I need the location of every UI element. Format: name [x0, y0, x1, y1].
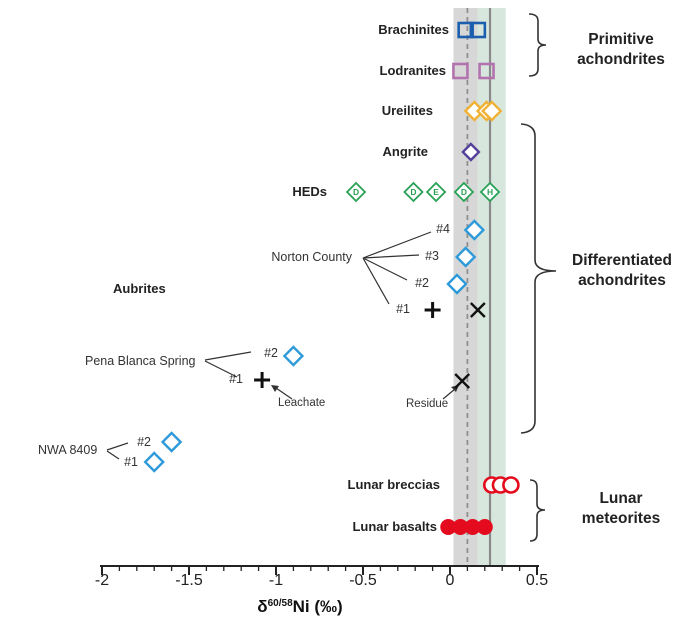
hed-letter: D	[353, 187, 359, 197]
annotation-lines-layer	[106, 13, 557, 542]
hed-letter: D	[461, 187, 467, 197]
marker-norton-county-1-leachate	[424, 302, 441, 318]
brace-lunar-meteorites	[529, 479, 546, 542]
primitive-achondrites-label: Primitive achondrites	[556, 30, 686, 70]
marker-brachinites	[469, 21, 487, 39]
norton-county-3-label: #3	[425, 249, 439, 263]
ureilites-label: Ureilites	[381, 103, 433, 118]
marker-lodranites	[452, 62, 469, 80]
brace-primitive-achondrites	[528, 13, 547, 77]
primitive-line1: Primitive	[588, 31, 654, 48]
marker-heds: H	[479, 181, 501, 203]
lunar-line2: meteorites	[581, 510, 661, 527]
residue-arrow-line	[442, 388, 456, 400]
marker-pena-blanca-spring-1-leachate	[254, 372, 271, 388]
leachate-arrow-line	[275, 387, 293, 400]
aubrites-label: Aubrites	[113, 281, 166, 296]
norton-county-label: Norton County	[271, 250, 352, 264]
differentiated-line1: Differentiated	[572, 252, 672, 269]
marker-lunar-basalts	[476, 519, 493, 535]
brachinites-label: Brachinites	[378, 22, 449, 37]
x-tick-neg2: -2	[94, 572, 110, 589]
differentiated-line2: achondrites	[578, 272, 666, 289]
differentiated-achondrites-label: Differentiated achondrites	[552, 251, 692, 291]
norton-county-1-label: #1	[396, 302, 410, 316]
pena-blanca-spring-label: Pena Blanca Spring	[85, 354, 196, 368]
marker-norton-county-2	[446, 273, 468, 295]
axis-title-superscript: 60/58	[267, 598, 293, 609]
axis-title-delta: δ	[257, 597, 268, 616]
marker-norton-county-4	[463, 219, 486, 241]
pena-blanca-1-label: #1	[229, 372, 243, 386]
x-axis-layer	[100, 565, 539, 575]
pena-blanca-2-label: #2	[264, 346, 278, 360]
x-tick-0p5: 0.5	[525, 572, 549, 589]
norton-county-4-label: #4	[436, 222, 450, 236]
lunar-breccias-label: Lunar breccias	[347, 477, 441, 492]
nwa-8409-2-label: #2	[137, 435, 151, 449]
nwa-8409-label: NWA 8409	[38, 443, 98, 457]
x-tick-neg1p5: -1.5	[175, 572, 203, 589]
marker-heds: D	[453, 181, 475, 203]
hed-letter: E	[433, 187, 439, 197]
marker-brachinites	[457, 21, 474, 39]
marker-angrite	[461, 142, 481, 162]
marker-lodranites	[478, 62, 495, 80]
marker-ureilites	[481, 100, 503, 122]
brace-differentiated-achondrites	[520, 123, 557, 434]
hed-letter: H	[487, 187, 493, 197]
angrite-label: Angrite	[382, 144, 429, 159]
marker-pena-blanca-spring-1-residue	[454, 373, 471, 389]
x-tick-neg0p5: -0.5	[349, 572, 377, 589]
lunar-basalts-label: Lunar basalts	[352, 519, 437, 534]
lodranites-label: Lodranites	[379, 63, 446, 78]
marker-lunar-basalts	[464, 519, 481, 535]
leachate-label: Leachate	[278, 397, 326, 409]
leachate-arrowhead	[271, 385, 279, 392]
marker-heds: D	[403, 181, 424, 203]
lunar-meteorites-label: Lunar meteorites	[556, 489, 686, 529]
x-axis-title: δ60/58Ni (‰)	[215, 597, 385, 617]
primitive-line2: achondrites	[577, 51, 665, 68]
marker-norton-county-1-residue	[469, 302, 486, 318]
heds-label: HEDs	[292, 184, 327, 199]
axis-title-rest: Ni (‰)	[292, 597, 343, 616]
nwa-8409-1-label: #1	[124, 455, 138, 469]
norton-county-fan-lines	[362, 231, 432, 305]
nwa-8409-fork-lines	[106, 442, 129, 460]
marker-nwa-8409-2	[160, 431, 183, 453]
residue-label: Residue	[406, 398, 449, 410]
pena-blanca-fork-lines	[204, 351, 252, 378]
marker-lunar-basalts	[440, 519, 457, 535]
norton-county-2-label: #2	[415, 276, 429, 290]
x-tick-0: 0	[445, 572, 455, 589]
marker-heds: D	[345, 181, 367, 203]
x-tick-neg1: -1	[268, 572, 284, 589]
hed-letter: D	[410, 187, 416, 197]
marker-lunar-basalts	[452, 519, 469, 535]
lunar-line1: Lunar	[599, 490, 643, 507]
marker-pena-blanca-spring-2	[282, 345, 305, 367]
marker-heds: E	[425, 181, 447, 203]
marker-nwa-8409-1	[143, 451, 165, 473]
marker-norton-county-3	[454, 246, 477, 268]
marker-lunar-breccias	[502, 476, 520, 494]
